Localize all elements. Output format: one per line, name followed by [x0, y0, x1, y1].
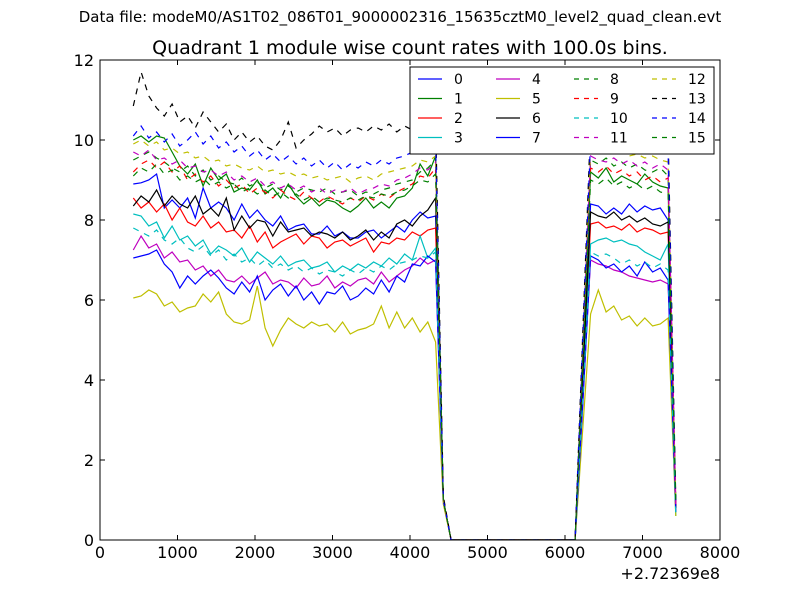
- series-line-9: [132, 159, 677, 540]
- x-tick-label: 4000: [390, 543, 431, 562]
- x-tick-label: 5000: [467, 543, 508, 562]
- series-line-10: [133, 227, 677, 540]
- legend-label-15: 15: [688, 131, 706, 147]
- legend-label-0: 0: [454, 72, 463, 88]
- legend-label-12: 12: [688, 72, 706, 88]
- figure-supertitle: Data file: modeM0/AS1T02_086T01_90000023…: [78, 8, 722, 26]
- series-line-7: [133, 249, 677, 540]
- legend-label-3: 3: [454, 131, 463, 147]
- x-tick-label: 1000: [157, 543, 198, 562]
- legend-label-7: 7: [532, 131, 541, 147]
- y-tick-label: 0: [84, 531, 94, 550]
- x-tick-label: 6000: [545, 543, 586, 562]
- series-line-0: [133, 172, 677, 540]
- series-line-2: [132, 197, 677, 540]
- legend-label-6: 6: [532, 111, 541, 127]
- legend-label-9: 9: [610, 92, 619, 108]
- legend-label-1: 1: [454, 92, 463, 108]
- chart-title: Quadrant 1 module wise count rates with …: [152, 37, 668, 59]
- series-line-12: [133, 139, 677, 540]
- y-tick-label: 12: [74, 51, 94, 70]
- series-line-8: [133, 151, 677, 540]
- series-line-15: [132, 163, 677, 540]
- y-tick-label: 4: [84, 371, 94, 390]
- axis-ticks: 0 1000 2000 3000 4000 5000 6000 7000 80000246810…: [74, 51, 741, 562]
- legend-label-8: 8: [610, 72, 619, 88]
- x-tick-label: 7000: [622, 543, 663, 562]
- legend-label-13: 13: [688, 92, 706, 108]
- x-tick-label: 0: [95, 543, 105, 562]
- y-tick-label: 8: [84, 211, 94, 230]
- series-line-1: [133, 135, 677, 540]
- y-tick-label: 6: [84, 291, 94, 310]
- legend-label-11: 11: [610, 131, 628, 147]
- x-tick-label: 8000: [700, 543, 741, 562]
- series-line-5: [133, 285, 677, 540]
- legend-label-2: 2: [454, 111, 463, 127]
- y-tick-label: 2: [84, 451, 94, 470]
- legend-label-5: 5: [532, 92, 541, 108]
- x-tick-label: 3000: [312, 543, 353, 562]
- legend-label-4: 4: [532, 72, 541, 88]
- x-axis-offset-label: +2.72369e8: [620, 564, 720, 583]
- legend-box: [409, 66, 715, 155]
- series-line-6: [132, 188, 677, 540]
- series-line-3: [133, 213, 677, 540]
- x-tick-label: 2000: [235, 543, 276, 562]
- y-tick-label: 10: [74, 131, 94, 150]
- series-line-11: [133, 149, 677, 540]
- legend-label-14: 14: [688, 111, 706, 127]
- legend-label-10: 10: [610, 111, 628, 127]
